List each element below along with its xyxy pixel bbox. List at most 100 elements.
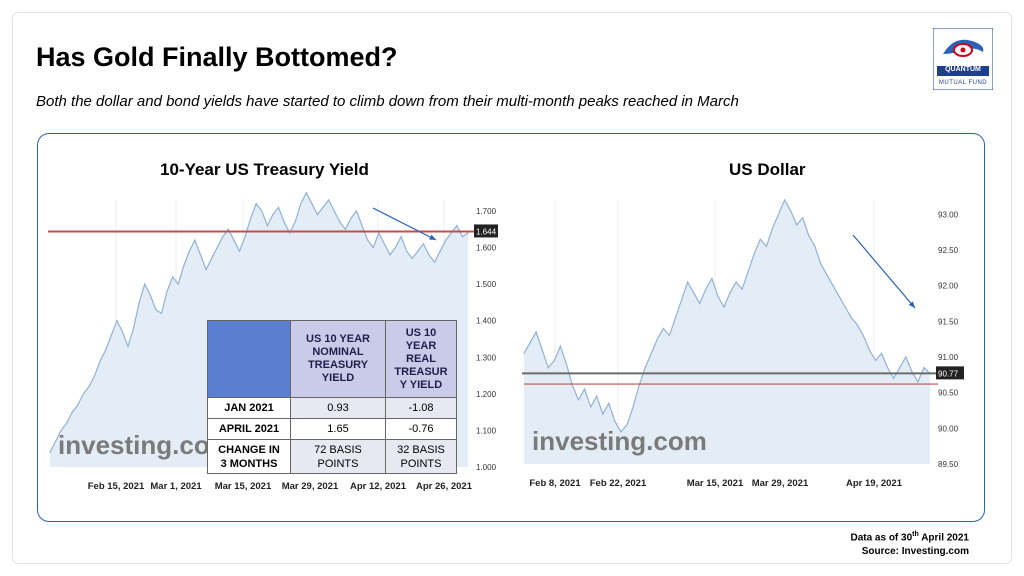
header-nominal-line: NOMINAL: [312, 346, 364, 358]
data-point: [144, 283, 146, 285]
data-point: [880, 352, 883, 355]
footer-date-suffix: April 2021: [918, 532, 969, 544]
data-point: [626, 424, 628, 426]
footer-source: Source: Investing.com: [861, 546, 969, 558]
data-point: [261, 210, 263, 212]
data-point: [814, 245, 816, 247]
data-point: [535, 331, 537, 333]
data-point: [177, 283, 179, 285]
data-point: [105, 349, 107, 351]
data-point: [389, 254, 391, 256]
data-point: [596, 395, 598, 397]
data-point: [735, 281, 737, 283]
data-point: [632, 406, 634, 408]
current-value-badge: [936, 366, 964, 380]
yield-comparison-table: US 10 YEAR NOMINAL TREASURY YIELD US 10 …: [207, 320, 457, 474]
current-value-label: 90.77: [938, 369, 959, 378]
series-line: [523, 198, 931, 433]
data-point: [88, 385, 90, 388]
data-point: [559, 345, 561, 347]
header-nominal-line: TREASURY: [307, 359, 369, 371]
data-point: [680, 299, 683, 301]
data-point: [60, 429, 62, 432]
x-tick-label: Apr 19, 2021: [846, 478, 903, 489]
y-tick-label: 90.50: [938, 389, 959, 398]
data-point: [583, 388, 586, 390]
us-dollar-chart: 89.50 90.00 90.50 91.00 91.50 92.00 92.50 93.00…: [522, 198, 964, 489]
header-real-line: Y YIELD: [399, 378, 443, 391]
data-point: [614, 420, 616, 422]
data-point: [133, 327, 135, 329]
header-nominal-line: US 10 YEAR: [306, 333, 370, 345]
x-tick-label: Mar 15, 2021: [215, 481, 272, 492]
y-tick-label: 1.600: [476, 244, 497, 253]
table-corner: [207, 320, 291, 398]
watermark: investing.com: [58, 430, 233, 460]
data-point: [899, 367, 901, 369]
row-label-line: 3 MONTHS: [220, 457, 278, 470]
data-point: [199, 254, 202, 256]
chart-title-treasury: 10-Year US Treasury Yield: [160, 160, 369, 179]
data-point: [687, 281, 689, 283]
data-point: [705, 288, 707, 290]
data-point: [711, 277, 713, 280]
data-point: [650, 352, 652, 355]
table-header-real: US 10 YEAR REAL TREASUR Y YIELD: [385, 320, 457, 398]
table-row: CHANGE IN 3 MONTHS 72 BASIS POINTS 32 BA…: [207, 439, 457, 474]
data-point: [747, 270, 749, 272]
charts-panel: [37, 133, 985, 522]
cell-real: -0.76: [385, 418, 457, 440]
y-tick-label: 1.400: [476, 317, 497, 326]
data-point: [693, 292, 695, 294]
page-subtitle: Both the dollar and bond yields have sta…: [36, 93, 739, 110]
data-point: [127, 345, 129, 347]
data-point: [216, 246, 218, 249]
data-point: [674, 317, 677, 319]
data-point: [796, 224, 798, 226]
cell-line: 32 BASIS: [397, 443, 445, 456]
data-point: [344, 228, 346, 230]
y-tick-label: 90.00: [938, 424, 959, 433]
header-real-line: REAL: [406, 352, 436, 365]
data-point: [350, 217, 352, 219]
x-tick-label: Mar 15, 2021: [687, 478, 744, 489]
data-point: [523, 352, 525, 355]
data-point: [911, 370, 913, 372]
data-point: [668, 334, 671, 337]
data-point: [244, 235, 246, 238]
data-point: [547, 367, 549, 369]
footer-date-sup: th: [912, 531, 919, 538]
data-point: [205, 268, 207, 271]
data-point: [194, 239, 196, 241]
y-tick-label: 1.700: [476, 207, 497, 216]
data-point: [54, 440, 57, 442]
data-point: [417, 250, 419, 252]
data-point: [328, 199, 330, 201]
data-point: [289, 232, 291, 234]
data-point: [759, 238, 761, 240]
data-point: [699, 302, 701, 305]
y-tick-label: 1.500: [476, 280, 497, 289]
data-point: [383, 243, 385, 245]
data-point: [367, 239, 369, 241]
table-row: APRIL 2021 1.65 -0.76: [207, 418, 457, 440]
header-real-line: US 10: [405, 326, 437, 339]
data-point: [656, 338, 658, 340]
x-tick-label: Mar 29, 2021: [752, 478, 809, 489]
data-point: [172, 276, 174, 278]
data-point: [838, 295, 840, 297]
data-point: [832, 285, 834, 287]
data-point: [311, 203, 313, 205]
row-label-line: CHANGE IN: [218, 443, 280, 456]
data-point: [826, 274, 828, 276]
data-point: [394, 246, 397, 249]
data-point: [445, 239, 447, 241]
data-point: [82, 393, 85, 395]
footer-date: Data as of 30th April 2021: [850, 528, 969, 545]
data-point: [250, 217, 252, 219]
data-point: [66, 422, 68, 424]
x-tick-label: Mar 1, 2021: [150, 481, 202, 492]
trend-arrowhead: [429, 234, 436, 240]
cell-nominal: 1.65: [290, 418, 386, 440]
x-tick-label: Apr 12, 2021: [350, 481, 407, 492]
